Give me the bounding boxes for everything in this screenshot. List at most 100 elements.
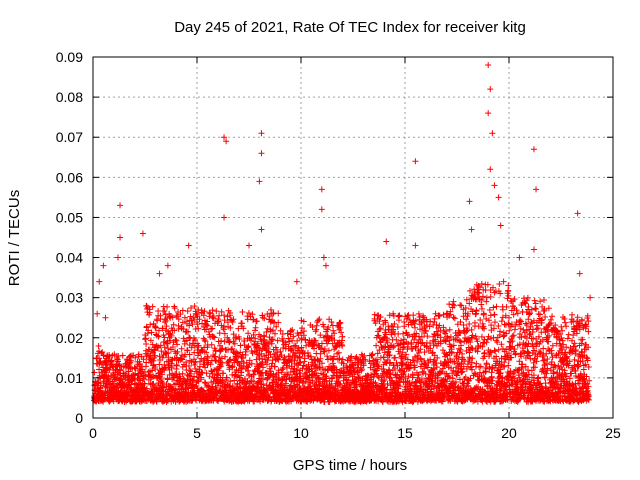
- data-point: [174, 341, 181, 348]
- data-point: [395, 313, 402, 320]
- data-point: [313, 322, 320, 329]
- data-point: [181, 314, 188, 321]
- data-point: [217, 363, 224, 370]
- data-point: [231, 377, 238, 384]
- data-point: [227, 378, 234, 385]
- data-point: [162, 317, 169, 324]
- data-point: [410, 312, 417, 319]
- data-point: [203, 321, 210, 328]
- data-point: [207, 361, 214, 368]
- data-point: [160, 338, 167, 345]
- data-point: [525, 349, 532, 356]
- data-point: [175, 316, 182, 323]
- data-point: [339, 333, 346, 340]
- data-point: [242, 352, 249, 359]
- data-point: [493, 303, 500, 310]
- data-point: [220, 370, 227, 377]
- data-point: [479, 324, 486, 331]
- data-point: [210, 315, 217, 322]
- data-point: [215, 318, 222, 325]
- data-point: [203, 370, 210, 377]
- data-point: [222, 386, 229, 393]
- data-point: [204, 318, 211, 325]
- data-point: [184, 308, 191, 315]
- data-point: [457, 302, 464, 309]
- data-point: [252, 324, 259, 331]
- data-point: [236, 335, 243, 342]
- data-point: [95, 343, 102, 350]
- data-point: [167, 337, 174, 344]
- data-point: [411, 324, 418, 331]
- data-point: [222, 353, 229, 360]
- data-point: [487, 293, 494, 300]
- data-point: [209, 383, 216, 390]
- data-point: [185, 328, 192, 335]
- data-point: [563, 323, 570, 330]
- data-point: [234, 350, 241, 357]
- data-point: [203, 349, 210, 356]
- data-point: [188, 344, 195, 351]
- data-point: [208, 341, 215, 348]
- data-point: [211, 334, 218, 341]
- data-point: [186, 322, 193, 329]
- data-point: [279, 366, 286, 373]
- data-point: [149, 303, 156, 310]
- data-point: [154, 317, 161, 324]
- data-point: [421, 349, 428, 356]
- data-point: [157, 312, 164, 319]
- data-point: [525, 303, 532, 310]
- data-point: [188, 305, 195, 312]
- data-point: [239, 309, 246, 316]
- data-point: [227, 310, 234, 317]
- data-point: [155, 327, 162, 334]
- data-point: [208, 367, 215, 374]
- data-point: [218, 337, 225, 344]
- data-point: [294, 337, 301, 344]
- data-point: [195, 342, 202, 349]
- data-point: [179, 307, 186, 314]
- data-point: [426, 323, 433, 330]
- data-point: [146, 309, 153, 316]
- data-point: [143, 347, 150, 354]
- data-point: [156, 361, 163, 368]
- data-point: [449, 301, 456, 308]
- data-point: [325, 366, 332, 373]
- data-point: [485, 333, 492, 340]
- data-point: [528, 319, 535, 326]
- data-point: [495, 346, 502, 353]
- data-point: [179, 319, 186, 326]
- data-point: [161, 319, 168, 326]
- data-point: [223, 374, 230, 381]
- data-point: [172, 336, 179, 343]
- data-point: [179, 370, 186, 377]
- data-point: [177, 355, 184, 362]
- data-point: [252, 327, 259, 334]
- data-point: [180, 335, 187, 342]
- data-point: [159, 371, 166, 378]
- data-point: [493, 337, 500, 344]
- data-point: [235, 353, 242, 360]
- data-point: [473, 360, 480, 367]
- data-point: [202, 364, 209, 371]
- data-point: [141, 380, 148, 387]
- data-point: [171, 327, 178, 334]
- data-point: [184, 347, 191, 354]
- data-point: [169, 314, 176, 321]
- data-point: [531, 364, 538, 371]
- data-point: [215, 367, 222, 374]
- data-point: [149, 367, 156, 374]
- data-point: [119, 352, 126, 359]
- data-point: [152, 352, 159, 359]
- data-point: [245, 330, 252, 337]
- data-point: [492, 348, 499, 355]
- data-point: [207, 310, 214, 317]
- data-point: [549, 313, 556, 320]
- data-point: [216, 312, 223, 319]
- data-point: [542, 380, 549, 387]
- data-point: [117, 366, 124, 373]
- data-point: [147, 321, 154, 328]
- data-point: [563, 344, 570, 351]
- data-point: [131, 364, 138, 371]
- data-point: [188, 368, 195, 375]
- data-point: [147, 375, 154, 382]
